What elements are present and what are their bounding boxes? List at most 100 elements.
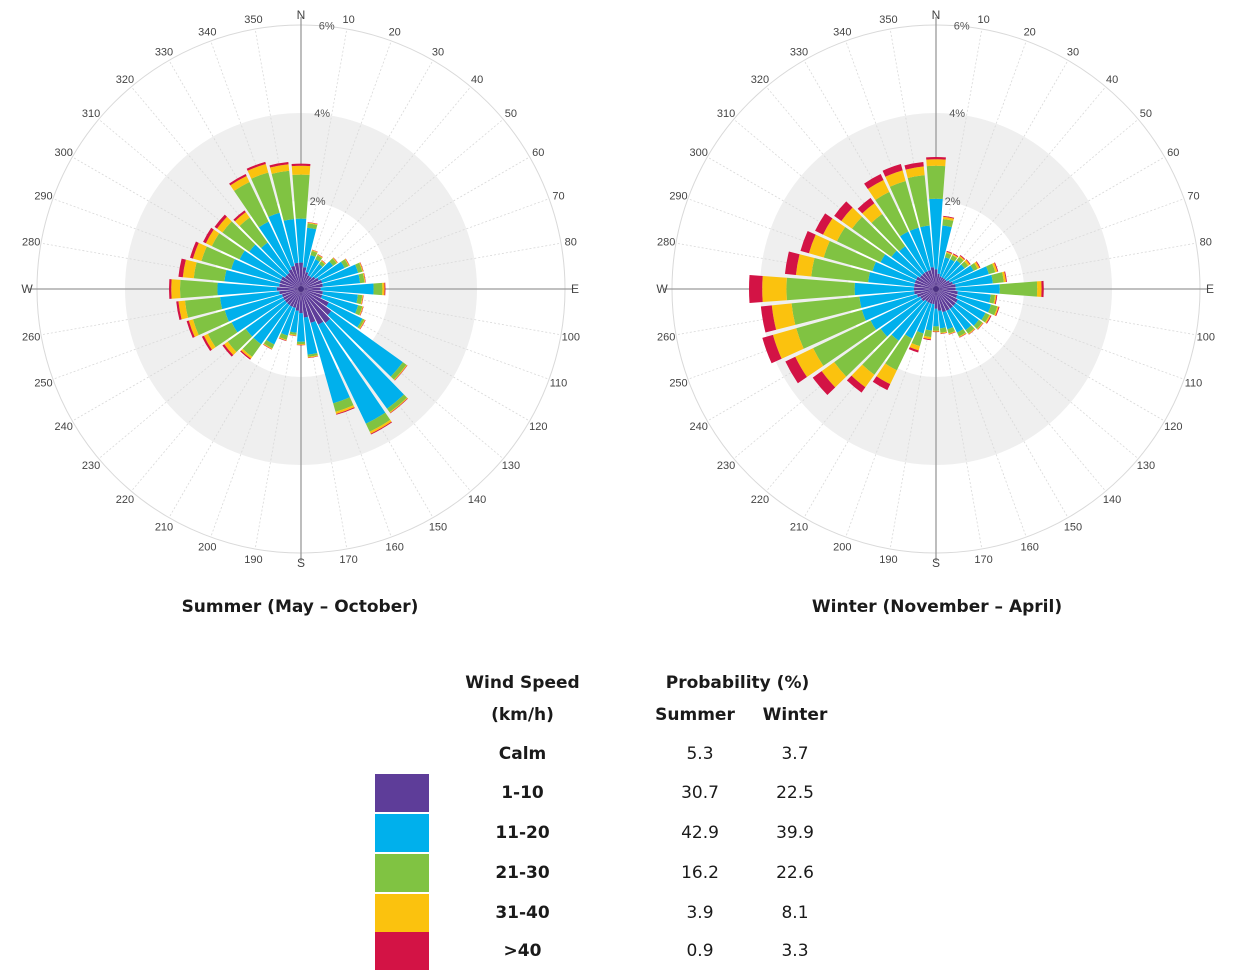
summer-wind-rose: 2% 4% 6% N E S W 10 20 30 40 50 60 70 80 100 110 120 130 14… <box>0 0 600 580</box>
bar-80-deg-bin-1 <box>936 284 956 289</box>
bar-100-deg-bin-5 <box>994 295 998 305</box>
angle-tick-label: 40 <box>1106 74 1118 86</box>
bar-100-deg-bin-3 <box>989 294 996 304</box>
bar-230-deg-bin-3 <box>834 328 888 377</box>
bar-330-deg-bin-4 <box>230 176 250 191</box>
bar-260-deg-bin-1 <box>279 289 301 295</box>
legend-header-unit: (km/h) <box>491 705 554 725</box>
bar-290-deg-bin-5 <box>800 231 816 254</box>
bar-200-deg-bin-1 <box>929 289 936 304</box>
bar-10-deg-bin-5 <box>943 215 955 219</box>
bar-280-deg-bin-1 <box>914 283 936 289</box>
bar-250-deg-bin-4 <box>772 328 804 359</box>
bar-170-deg-bin-3 <box>939 327 947 333</box>
bar-170-deg-bin-5 <box>940 332 948 335</box>
bar-230-deg-bin-1 <box>284 289 301 303</box>
bar-160-deg-bin-4 <box>948 331 956 335</box>
bar-250-deg-bin-4 <box>188 319 199 337</box>
bar-10-deg-bin-5 <box>307 222 318 225</box>
bar-130-deg-bin-2 <box>327 310 403 377</box>
angle-tick-label: 170 <box>339 554 357 566</box>
angle-tick-label: 340 <box>833 27 851 39</box>
angle-tick-label: 170 <box>974 554 992 566</box>
bar-290-deg-bin-3 <box>823 241 876 272</box>
bar-70-deg-bin-4 <box>992 262 998 273</box>
bar-0-deg-bin-5 <box>926 156 946 160</box>
bar-80-deg-bin-3 <box>358 273 365 284</box>
bar-180-deg-bin-2 <box>297 313 305 342</box>
angle-tick-label: 60 <box>1167 147 1179 159</box>
bar-150-deg-bin-3 <box>956 328 966 337</box>
bars-layer <box>749 156 1044 396</box>
bar-200-deg-bin-2 <box>916 303 932 334</box>
bar-300-deg-bin-3 <box>211 233 245 260</box>
compass-direction-label: N <box>297 8 306 22</box>
angle-tick-label: 240 <box>55 421 73 433</box>
bar-70-deg-bin-1 <box>936 281 953 289</box>
bar-170-deg-bin-3 <box>307 352 318 357</box>
bar-120-deg-bin-5 <box>359 319 366 330</box>
angle-tick-label: 10 <box>977 14 989 26</box>
angle-tick-label: 230 <box>82 460 100 472</box>
legend-header-summer: Summer <box>655 705 735 725</box>
bar-280-deg-bin-2 <box>868 272 915 287</box>
bar-330-deg-bin-2 <box>258 221 292 271</box>
angle-tick-label: 130 <box>1137 460 1155 472</box>
bar-30-deg-bin-2 <box>307 259 320 277</box>
bar-320-deg-bin-5 <box>857 197 875 214</box>
bar-320-deg-bin-2 <box>261 242 290 275</box>
bar-230-deg-bin-2 <box>880 299 924 337</box>
bar-140-deg-bin-5 <box>390 398 408 414</box>
legend-swatch <box>375 814 429 852</box>
bar-30-deg-bin-3 <box>950 255 958 262</box>
bar-10-deg-bin-3 <box>307 223 318 230</box>
compass-direction-label: N <box>932 8 941 22</box>
radial-tick-label: 4% <box>949 108 965 120</box>
bar-180-deg-bin-5 <box>932 331 940 333</box>
winter-rose-svg: 2% 4% 6% N E S W 10 20 30 40 50 60 70 80 100 110 120 130 14… <box>656 8 1215 570</box>
bar-90-deg-bin-1 <box>936 287 956 291</box>
bar-180-deg-bin-2 <box>933 308 939 327</box>
bar-50-deg-bin-2 <box>945 264 965 282</box>
bar-220-deg-bin-2 <box>891 300 928 341</box>
bar-330-deg-bin-1 <box>924 271 936 289</box>
bar-190-deg-bin-1 <box>932 289 936 305</box>
winter-caption: Winter (November – April) <box>811 597 1063 617</box>
bar-80-deg-bin-2 <box>955 274 993 288</box>
bar-350-deg-bin-4 <box>905 166 925 179</box>
bar-260-deg-bin-2 <box>859 291 915 309</box>
angle-tick-label: 100 <box>1197 332 1215 344</box>
bar-290-deg-bin-2 <box>872 261 916 284</box>
bar-300-deg-bin-5 <box>203 227 214 244</box>
bar-300-deg-bin-1 <box>916 276 936 289</box>
bar-320-deg-bin-4 <box>234 212 250 227</box>
bar-190-deg-bin-1 <box>295 289 301 311</box>
bar-50-deg-bin-1 <box>936 279 947 289</box>
bar-330-deg-bin-1 <box>288 269 301 289</box>
bar-210-deg-bin-3 <box>263 339 275 349</box>
bar-280-deg-bin-3 <box>811 258 870 283</box>
legend-header-probability: Probability (%) <box>665 673 810 693</box>
bar-10-deg-bin-1 <box>301 267 307 289</box>
bar-130-deg-bin-3 <box>390 362 407 380</box>
bar-320-deg-bin-3 <box>871 213 906 252</box>
bar-280-deg-bin-2 <box>224 269 280 287</box>
bar-200-deg-bin-3 <box>279 333 288 340</box>
angle-tick-label: 350 <box>879 14 897 26</box>
legend-row-1-10: 1-10 30.7 22.5 <box>370 774 870 812</box>
bar-250-deg-bin-1 <box>916 289 936 298</box>
legend-summer-value: 5.3 <box>686 744 714 764</box>
bar-240-deg-bin-1 <box>920 289 936 299</box>
bar-330-deg-bin-3 <box>234 181 269 228</box>
angle-tick-label: 60 <box>532 147 544 159</box>
legend-label: 31-40 <box>495 903 550 923</box>
bar-90-deg-bin-2 <box>320 283 374 295</box>
compass-direction-label: E <box>571 282 579 296</box>
bar-30-deg-bin-4 <box>317 254 323 259</box>
bar-280-deg-bin-5 <box>178 258 186 278</box>
bar-270-deg-bin-5 <box>168 279 172 299</box>
bar-140-deg-bin-5 <box>968 328 976 335</box>
bar-70-deg-bin-3 <box>986 263 996 275</box>
bar-140-deg-bin-4 <box>968 328 976 335</box>
bar-130-deg-bin-3 <box>973 319 983 329</box>
